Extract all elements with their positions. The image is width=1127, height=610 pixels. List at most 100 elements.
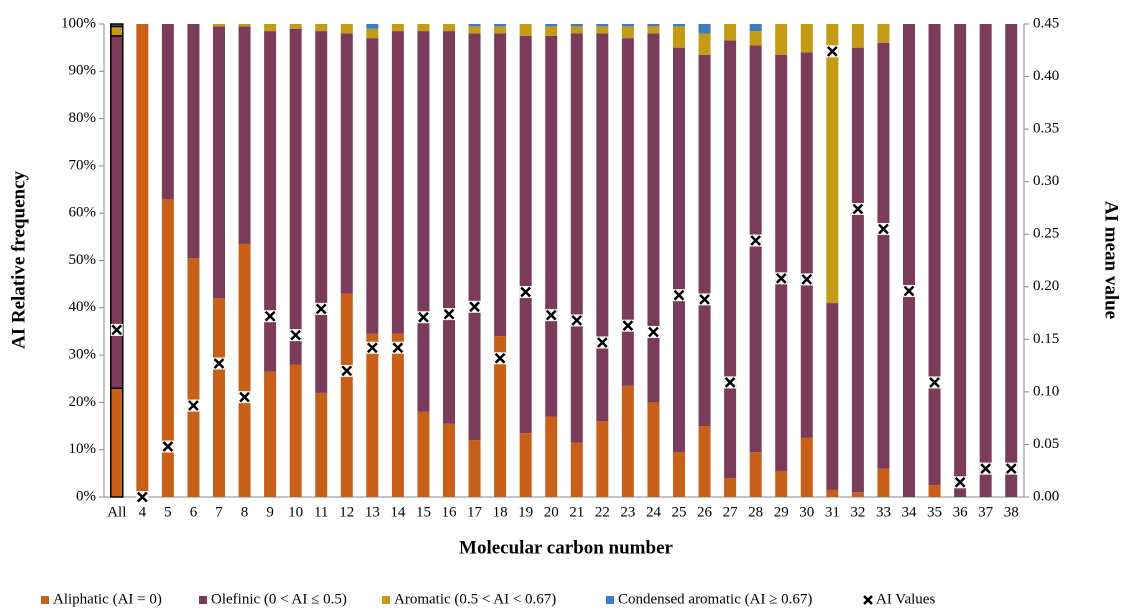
bar-segment: [468, 26, 481, 34]
x-tick-label: 36: [953, 504, 969, 520]
x-tick-label: 11: [314, 504, 328, 520]
bar-segment: [545, 35, 558, 417]
bar-segment: [289, 24, 302, 29]
y2-tick-label: 0.40: [1033, 68, 1059, 84]
bar-segment: [621, 26, 634, 39]
bar-segment: [238, 26, 251, 244]
bar-segment: [443, 31, 455, 424]
bar-segment: [596, 26, 609, 34]
ai-marker: [264, 310, 277, 323]
x-tick-label: 24: [646, 504, 662, 520]
bar-segment: [494, 33, 507, 337]
ai-marker: [570, 314, 583, 327]
bar-segment: [698, 426, 711, 497]
marker-x: [418, 311, 429, 323]
bar-segment: [494, 336, 507, 497]
bar-segment: [673, 452, 685, 497]
ai-marker: [673, 289, 685, 302]
bar-segment: [673, 24, 685, 27]
bar-segment: [417, 24, 430, 32]
bar-segment: [315, 31, 328, 393]
marker-x: [264, 310, 276, 322]
bar-segment: [826, 303, 839, 490]
y-tick-label: 0%: [76, 488, 96, 504]
x-tick-label: 7: [215, 504, 223, 520]
bar-segment: [468, 24, 481, 27]
x-tick-label: 20: [544, 504, 559, 520]
marker-x: [341, 365, 353, 377]
bar-segment: [647, 33, 660, 403]
bar-segment: [110, 23, 124, 28]
bar-segment: [366, 28, 379, 39]
ai-marker: [826, 45, 839, 58]
y2-tick-label: 0.10: [1033, 383, 1059, 399]
bar-segment: [596, 24, 609, 27]
legend-swatch: [41, 596, 49, 604]
bar-segment: [570, 26, 583, 34]
legend-label: Condensed aromatic (AI ≥ 0.67): [618, 591, 812, 607]
y-tick-label: 30%: [69, 347, 97, 363]
legend-label: Aliphatic (AI = 0): [53, 591, 162, 607]
ai-marker: [443, 308, 455, 321]
marker-x: [494, 352, 506, 364]
marker-x: [980, 463, 992, 475]
bar-segment: [851, 47, 864, 493]
y-tick-label: 20%: [69, 394, 97, 410]
bar-segment: [621, 24, 634, 27]
marker-x: [954, 476, 966, 488]
ai-marker: [596, 336, 609, 349]
marker-x: [392, 342, 404, 354]
ai-marker: [340, 364, 353, 377]
bar-segment: [391, 24, 404, 32]
bar-segment: [340, 33, 353, 294]
marker-x: [622, 320, 634, 332]
bar-segment: [749, 24, 762, 32]
bar-segment: [647, 402, 660, 497]
bar-segment: [315, 24, 328, 32]
bar-segment: [749, 452, 762, 497]
bar-segment: [289, 364, 302, 497]
bar-segment: [494, 26, 507, 34]
marker-x: [724, 377, 736, 388]
y-tick-label: 10%: [69, 441, 97, 457]
legend-marker: [863, 595, 873, 605]
legend-x: [863, 595, 873, 605]
bar-segment: [698, 33, 711, 55]
bar-segment: [391, 333, 404, 497]
marker-x: [162, 441, 174, 452]
bar-segment: [749, 45, 762, 453]
bar-segment: [851, 492, 864, 497]
bar-segment: [366, 38, 379, 334]
bar-segment: [826, 489, 839, 497]
y2-tick-label: 0.05: [1033, 436, 1059, 452]
x-tick-label: 12: [339, 504, 354, 520]
marker-x: [750, 235, 762, 246]
bar-segment: [366, 333, 379, 497]
ai-marker: [187, 399, 200, 412]
bar-segment: [647, 26, 660, 34]
bar-segment: [877, 42, 890, 469]
ai-marker: [468, 300, 481, 313]
ai-marker: [136, 491, 149, 503]
bar-segment: [647, 24, 660, 27]
bar-segment: [417, 411, 430, 497]
bar-segment: [724, 478, 737, 497]
y2-tick-label: 0.25: [1033, 226, 1059, 242]
bar-segment: [596, 33, 609, 422]
marker-x: [878, 223, 889, 235]
bar-segment: [519, 433, 532, 497]
bar-segment: [238, 24, 251, 27]
ai-marker: [724, 376, 737, 389]
bar-segment: [954, 24, 967, 497]
y-tick-label: 80%: [69, 110, 97, 126]
bar-segment: [596, 421, 609, 497]
bar-segment: [315, 392, 328, 497]
x-tick-label: 31: [825, 504, 840, 520]
bar-segment: [340, 293, 353, 497]
ai-marker: [417, 311, 430, 324]
ai-marker: [213, 357, 225, 370]
y-tick-label: 100%: [61, 15, 96, 31]
ai-marker: [391, 341, 404, 354]
marker-x: [290, 329, 302, 341]
legend-swatch: [382, 596, 390, 604]
